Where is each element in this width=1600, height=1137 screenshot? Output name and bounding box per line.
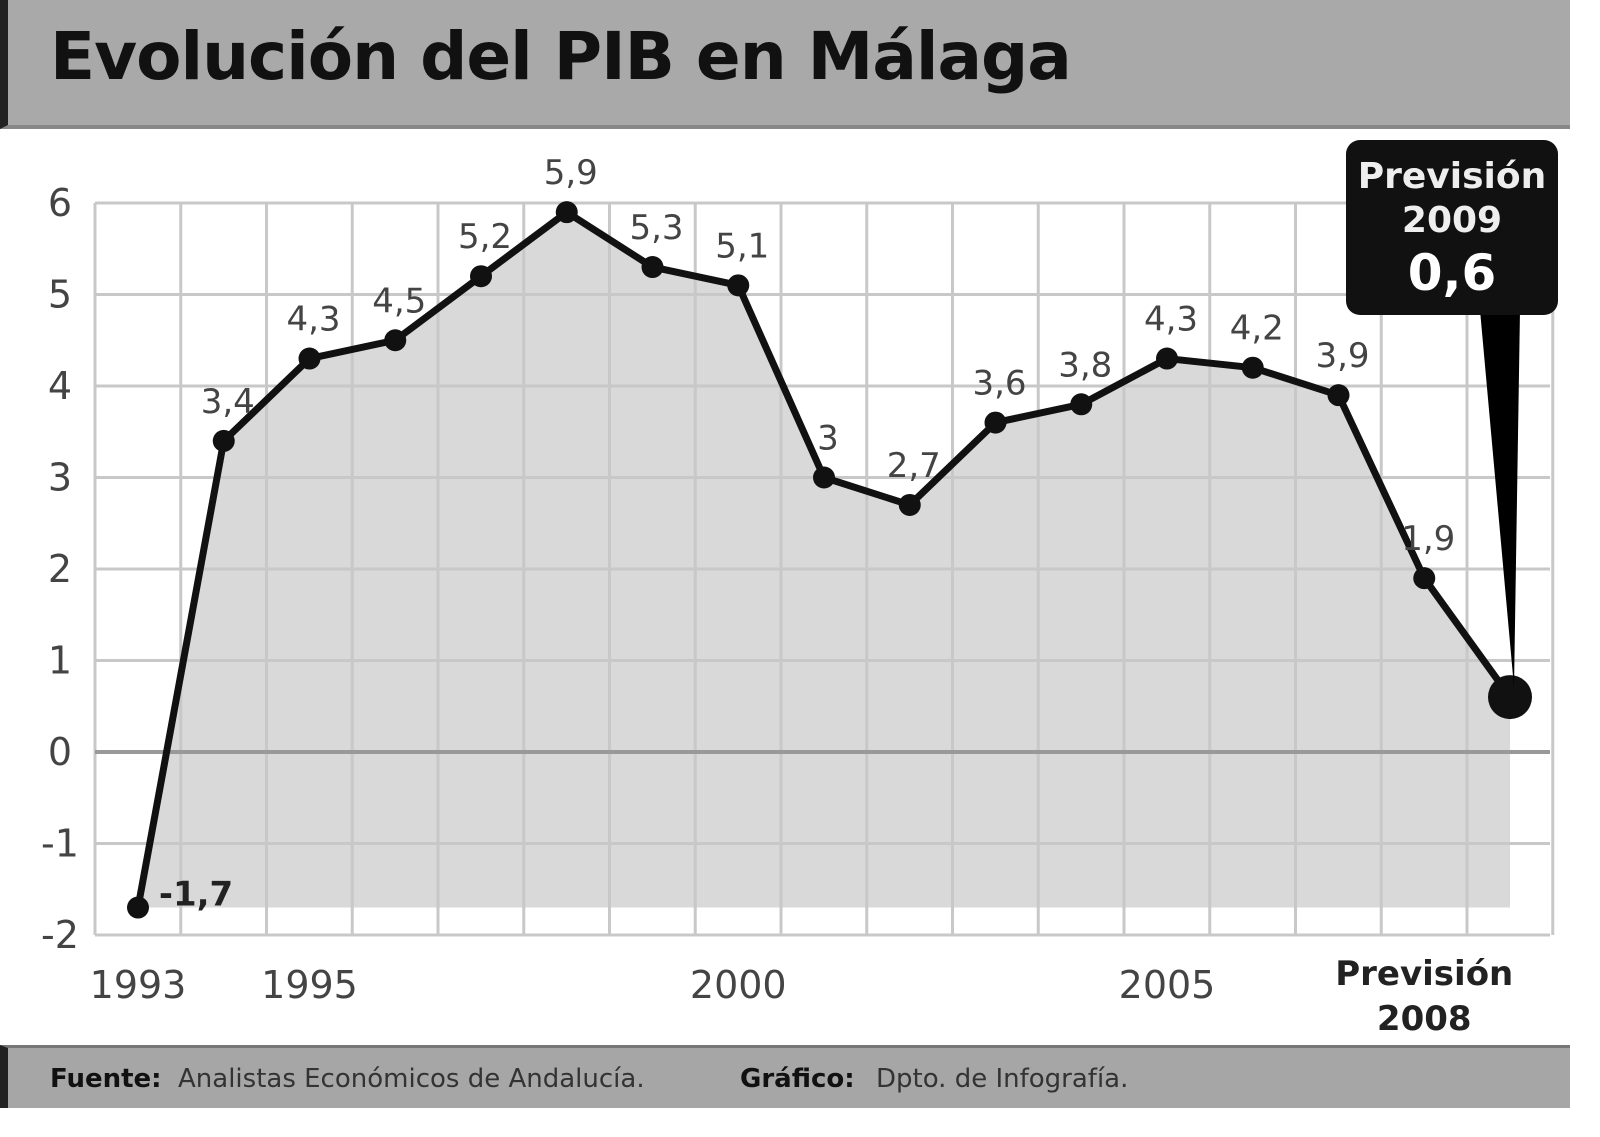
data-point: [813, 466, 835, 489]
data-label: 5,9: [544, 153, 598, 193]
data-label: 3: [817, 419, 839, 459]
callout-box: [1346, 140, 1558, 315]
y-tick-label: 1: [48, 639, 72, 683]
data-label: 2,7: [887, 446, 941, 486]
callout-title: Previsión: [1358, 156, 1547, 197]
data-label: -1,7: [159, 875, 233, 915]
data-point: [1327, 384, 1350, 407]
data-point: [898, 493, 921, 516]
source-label: Fuente:: [50, 1064, 162, 1094]
data-point: [298, 347, 321, 370]
data-point: [641, 256, 664, 279]
callout-pointer: [1480, 310, 1520, 688]
callout-value: 0,6: [1408, 244, 1497, 302]
footer-bar: Fuente: Analistas Económicos de Andalucí…: [0, 1045, 1570, 1108]
y-tick-label: 3: [48, 456, 72, 500]
y-tick-label: 2: [48, 547, 72, 591]
data-point: [212, 429, 235, 452]
data-label: 1,9: [1401, 519, 1455, 559]
data-point: [384, 329, 407, 352]
data-label: 3,6: [972, 364, 1026, 404]
data-point: [1413, 567, 1436, 590]
data-label: 4,2: [1230, 309, 1284, 349]
graphic-text: Dpto. de Infografía.: [876, 1064, 1129, 1094]
data-point: [470, 265, 492, 288]
x-tick-label: Previsión: [1335, 954, 1513, 994]
y-tick-label: 6: [48, 181, 72, 225]
title-bar: Evolución del PIB en Málaga: [0, 0, 1570, 129]
data-point: [984, 411, 1007, 434]
data-label: 3,9: [1315, 336, 1369, 376]
data-label: 5,3: [629, 208, 683, 248]
data-label: 4,5: [372, 281, 426, 321]
data-label: 5,1: [715, 226, 769, 266]
x-tick-label: 2008: [1377, 999, 1472, 1039]
data-label: 5,2: [458, 217, 512, 257]
source-text: Analistas Económicos de Andalucía.: [178, 1064, 645, 1094]
data-label: 4,3: [1144, 300, 1198, 340]
callout-year: 2009: [1402, 200, 1502, 241]
x-tick-label: 2000: [690, 963, 787, 1007]
data-point: [1156, 347, 1178, 370]
data-label: 3,4: [201, 382, 255, 422]
data-point: [127, 896, 149, 919]
y-tick-label: 5: [48, 273, 72, 317]
y-tick-label: 0: [48, 730, 72, 774]
chart-title: Evolución del PIB en Málaga: [50, 18, 1072, 95]
graphic-label: Gráfico:: [740, 1064, 855, 1094]
data-label: 4,3: [286, 300, 340, 340]
data-point: [1241, 356, 1264, 379]
y-tick-label: -2: [41, 913, 79, 957]
data-point: [1070, 393, 1093, 416]
forecast-point: [1488, 675, 1532, 720]
x-tick-label: 1995: [261, 963, 358, 1007]
y-tick-label: -1: [41, 822, 79, 866]
data-point: [555, 201, 578, 224]
x-tick-label: 2005: [1119, 963, 1216, 1007]
data-label: 3,8: [1058, 345, 1112, 385]
x-tick-label: 1993: [90, 963, 187, 1007]
data-point: [727, 274, 750, 297]
y-tick-label: 4: [48, 364, 72, 408]
